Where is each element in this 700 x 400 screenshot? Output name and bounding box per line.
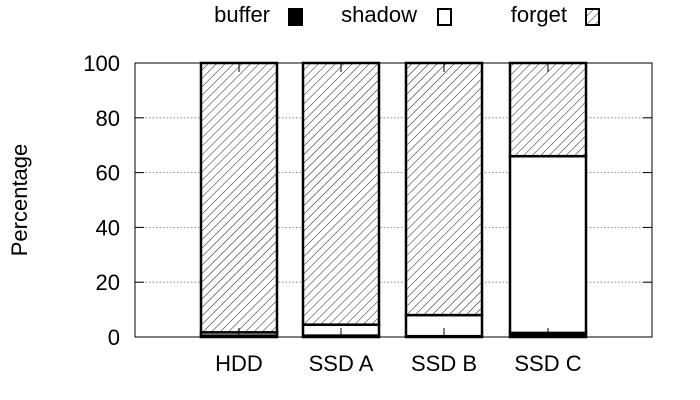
- bar-forget-hdd: [199, 61, 279, 334]
- legend-swatch-buffer: [288, 8, 303, 26]
- x-tick-label: SSD A: [309, 351, 374, 376]
- bar-forget-ssd-c: [508, 61, 588, 158]
- legend-swatch-forget: [585, 8, 600, 26]
- x-tick-label: HDD: [215, 351, 263, 376]
- y-axis-ticks: 0 20 40 60 80 100: [83, 51, 652, 350]
- y-axis-label: Percentage: [7, 144, 32, 257]
- bars: [199, 61, 588, 339]
- x-tick-label: SSD C: [514, 351, 581, 376]
- x-tick-label: SSD B: [411, 351, 477, 376]
- legend-label-shadow: shadow: [341, 2, 417, 27]
- legend-label-buffer: buffer: [214, 2, 270, 27]
- y-tick-label: 80: [96, 106, 120, 131]
- bar-forget-ssd-b: [404, 61, 484, 317]
- legend-label-forget: forget: [511, 2, 567, 27]
- bar-shadow-ssd-c: [508, 154, 588, 335]
- legend-swatch-shadow: [437, 8, 452, 26]
- y-tick-label: 20: [96, 270, 120, 295]
- legend: buffer shadow forget: [214, 2, 600, 27]
- y-tick-label: 60: [96, 161, 120, 186]
- y-tick-label: 100: [83, 51, 120, 76]
- plot-frame: [134, 62, 653, 338]
- y-tick-label: 0: [108, 325, 120, 350]
- x-axis-ticks: HDD SSD A SSD B SSD C: [215, 63, 582, 376]
- bar-forget-ssd-a: [301, 61, 381, 326]
- y-tick-label: 40: [96, 215, 120, 240]
